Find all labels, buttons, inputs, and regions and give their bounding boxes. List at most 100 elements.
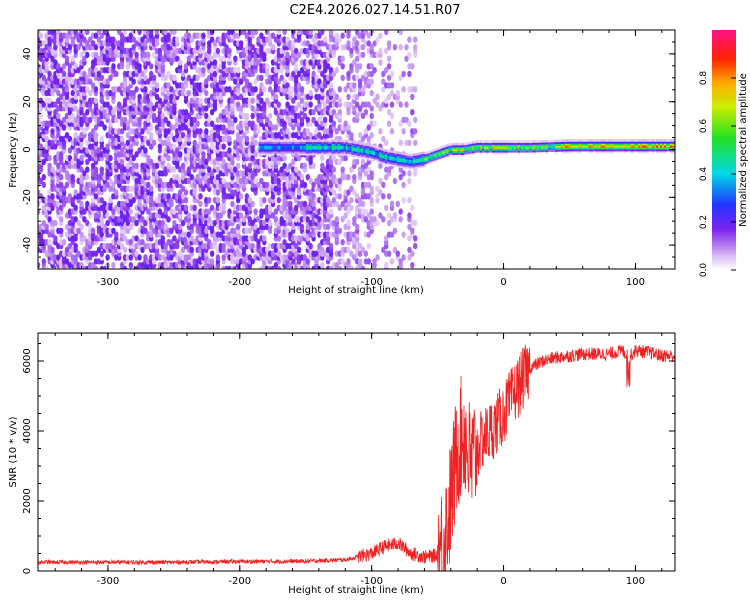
spectrogram-cell [288,200,293,208]
spectrogram-cell [410,250,415,257]
spectrogram-cell [398,44,403,51]
spectrogram-cell [64,181,70,189]
spectrogram-cell [99,197,105,204]
spectrogram-cell [122,97,128,104]
spectrogram-cell [410,63,415,70]
spectrogram-cell [395,89,400,97]
spectrogram-cell [398,139,403,146]
spectrogram-cell [93,166,99,173]
spectrogram-cell [125,139,131,146]
spectrogram-cell [93,97,99,104]
spectrogram-cell [134,128,139,135]
spectrogram-cell [143,147,148,154]
spectrogram-cell [111,227,116,234]
spectrogram-cell [175,36,180,43]
spectrogram-cell [401,181,406,189]
spectrogram-cell [140,216,145,223]
spectrogram-cell [349,204,354,211]
spectrogram-cell [64,170,70,177]
spectrogram-cell [67,147,73,154]
spectrogram-cell [73,204,78,211]
spectrogram-cell [253,208,258,215]
spectrogram-cell [215,254,221,261]
spectrogram-cell [119,128,125,135]
spectrogram-cell [381,193,386,200]
spectrogram-cell [70,112,76,120]
spectrogram-cell [294,63,299,70]
spectrogram-cell [137,147,142,154]
spectrogram-cell [67,135,73,143]
spectrogram-cell [59,120,64,127]
spectrogram-cell [73,30,78,36]
spectrogram-cell [73,254,78,261]
spectrogram-cell [102,235,107,242]
spectrogram-cell [50,139,55,146]
spectrogram-cell [105,112,110,120]
spectrogram-cell [64,223,70,231]
spectrogram-cell [369,112,374,120]
spectrogram-cell [82,112,87,120]
spectrogram-cell [99,105,105,112]
spectrogram-cell [85,158,90,166]
spectrogram-cell [410,109,415,116]
spectrogram-cell [128,262,133,269]
spectrogram-cell [93,132,99,139]
spectrogram-cell [41,158,46,166]
spectrogram-cell [146,51,151,59]
spectrogram-cell [183,189,189,196]
spectrogram-cell [389,101,395,108]
spectrogram-cell [320,154,325,162]
spectrogram-cell [369,208,374,215]
spectrogram-cell [407,212,412,219]
spectrogram-cell [64,258,70,265]
spectrogram-cell [111,208,116,215]
spectrogram-cell [372,120,377,127]
spectrogram-cell [96,70,102,78]
spectrogram-cell [53,143,58,150]
spectrogram-cell [384,139,389,146]
spectrogram-cell [38,193,44,200]
spectrogram-cell [198,200,203,208]
spectrogram-cell [102,124,107,131]
spectrogram-cell [360,51,366,59]
spectrogram-cell [267,219,273,227]
spectrogram-cell [149,185,154,192]
spectrogram-cell [215,47,221,55]
spectrogram-cell [90,40,96,47]
spectrogram-cell [128,254,133,261]
spectrogram-cell [88,78,93,85]
spectrogram-cell [413,235,418,242]
spectrogram-cell [149,63,154,70]
spectrogram-cell [88,223,93,231]
spectrogram-cell [340,55,345,62]
spectrogram-cell [137,132,142,139]
spectrogram-cell [262,197,267,204]
spectrogram-cell [366,242,371,250]
spectrogram-cell [331,120,337,127]
spectrogram-cell [114,189,119,196]
spectrogram-cell [369,132,374,139]
spectrogram-cell [369,197,374,204]
spectrogram-cell [99,250,105,257]
spectrogram-cell [346,124,351,131]
spectrogram-cell [47,154,52,162]
spectrogram-cell [99,120,105,127]
spectrogram-cell [99,74,105,82]
spectrogram-cell [407,120,412,127]
spectrogram-cell [53,235,58,242]
spectrogram-cell [172,74,177,82]
spectrogram-cell [398,101,403,108]
spectrogram-cell [119,105,125,112]
spectrogram-cell [302,181,308,189]
spectrogram-cell [117,239,122,246]
spectrogram-cell [82,55,87,62]
spectrogram-cell [53,101,58,108]
spectrogram-cell [143,254,148,261]
spectrogram-cell [369,185,374,192]
spectrogram-cell [140,177,145,185]
spectrogram-cell [96,36,102,43]
spectrogram-cell [105,181,110,189]
spectrogram-cell [79,231,84,238]
spectrogram-cell [195,120,200,127]
spectrogram-cell [395,250,400,257]
